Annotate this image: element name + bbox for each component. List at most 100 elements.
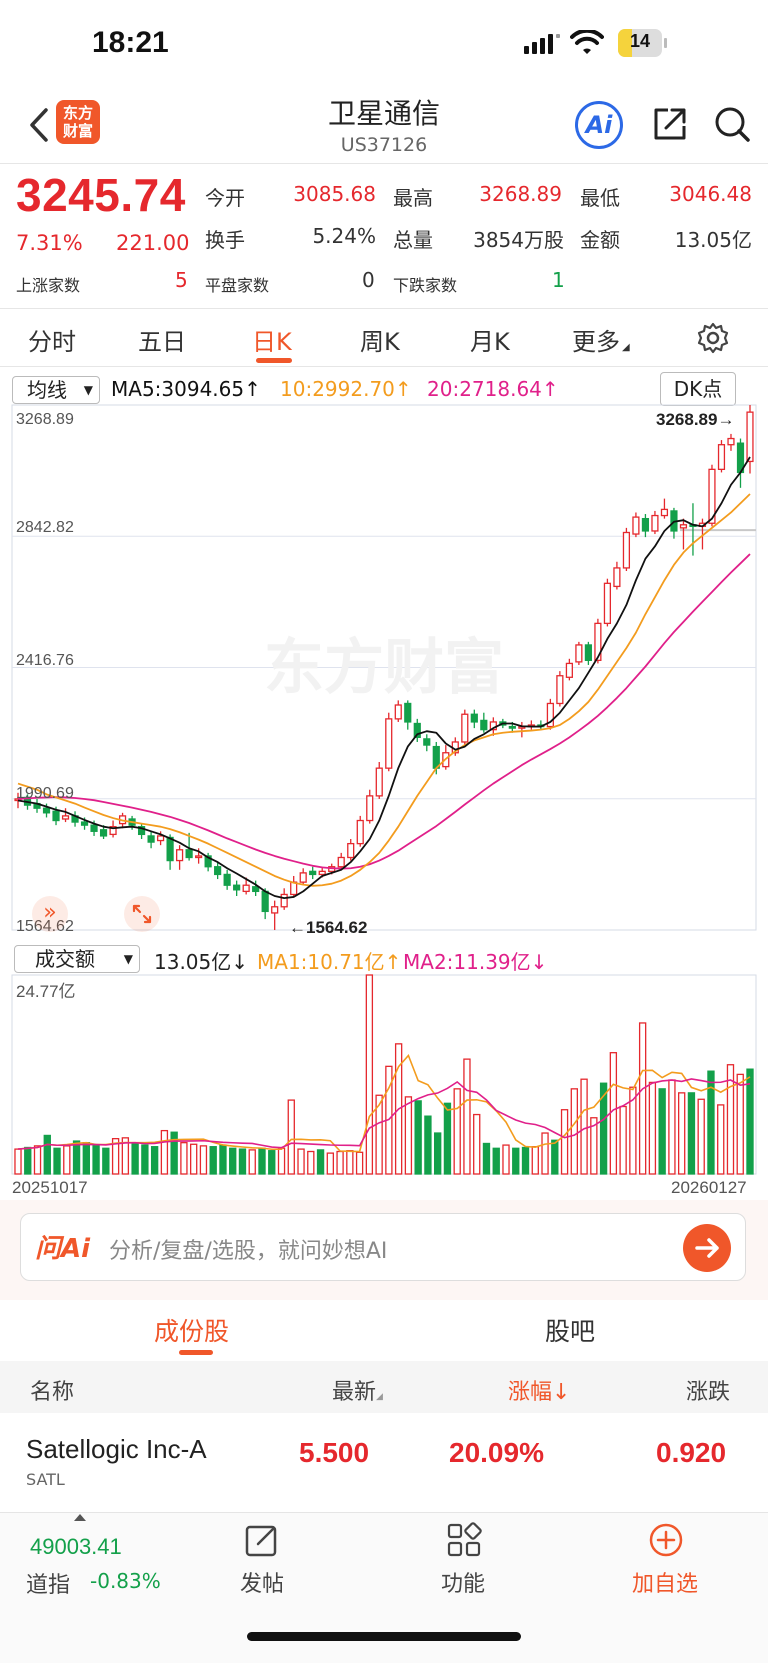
- col-change[interactable]: 涨跌: [686, 1380, 731, 1405]
- chart-watermark: 东方财富: [264, 633, 504, 703]
- ma20-value: 20:2718.64↑: [427, 377, 559, 401]
- change-percent: 7.31%: [16, 231, 83, 255]
- volume-bar: [658, 1088, 666, 1175]
- volume-bar: [502, 1144, 510, 1175]
- ai-button[interactable]: Ai: [575, 101, 623, 149]
- share-icon[interactable]: [650, 104, 690, 144]
- search-icon[interactable]: [712, 104, 752, 144]
- table-header: 名称 最新◢ 涨幅↓ 涨跌: [0, 1361, 768, 1413]
- app-logo: 东方财富: [56, 100, 100, 144]
- indicator-select[interactable]: 均线 ▼: [12, 376, 100, 404]
- volume-bar: [678, 1092, 686, 1175]
- low-label: 最低: [580, 186, 620, 210]
- ma10-value: 10:2992.70↑: [280, 377, 412, 401]
- ma10-line: [17, 493, 751, 887]
- ma-lines: [17, 456, 751, 900]
- volume-bar: [580, 1078, 588, 1175]
- candle-body: [565, 662, 573, 678]
- volume-bar: [570, 1088, 578, 1175]
- candle-body: [99, 829, 108, 837]
- volume-bar: [424, 1115, 432, 1175]
- volume-bar: [473, 1113, 481, 1175]
- volume-bar: [180, 1142, 188, 1175]
- candle-body: [309, 870, 317, 876]
- volume-bar: [326, 1152, 334, 1175]
- grid-icon[interactable]: [446, 1522, 482, 1558]
- volume-bar: [82, 1142, 90, 1175]
- tab-intraday[interactable]: 分时: [28, 328, 76, 356]
- volume-bar: [541, 1132, 549, 1175]
- tab-daily-k[interactable]: 日K: [252, 328, 292, 356]
- dk-point-button[interactable]: DK点: [660, 372, 736, 406]
- stock-price: 5.500: [299, 1437, 370, 1468]
- candle-body: [641, 517, 650, 532]
- volume-bar: [33, 1145, 42, 1175]
- volume-bar: [638, 1022, 647, 1175]
- y-label-2: 2842.82: [16, 519, 74, 536]
- ai-ask-bar[interactable]: 问Ai 分析/复盘/选股，就问妙想AI: [20, 1213, 746, 1281]
- nav-add-watchlist[interactable]: 加自选: [632, 1572, 699, 1597]
- col-change-pct[interactable]: 涨幅↓: [508, 1380, 571, 1405]
- candle-body: [366, 795, 374, 822]
- header-divider: [0, 163, 768, 164]
- candle-body: [356, 819, 364, 845]
- settings-icon[interactable]: [696, 321, 730, 355]
- battery-icon: 14: [618, 29, 668, 57]
- candle-body: [508, 725, 516, 729]
- candle-body: [470, 713, 478, 723]
- volume-bar: [668, 1079, 676, 1175]
- volume-bar: [736, 1073, 744, 1175]
- candle-body: [727, 437, 735, 446]
- tab-weekly-k[interactable]: 周K: [360, 328, 400, 356]
- volume-bar: [687, 1092, 696, 1175]
- candle-body: [223, 873, 231, 886]
- sort-icon: ◢: [376, 1392, 383, 1402]
- candle-body: [137, 826, 146, 836]
- low-marker: ←1564.62: [289, 918, 367, 938]
- volume-bar: [355, 1151, 364, 1175]
- col-latest[interactable]: 最新◢: [332, 1374, 383, 1406]
- add-circle-icon[interactable]: [648, 1522, 684, 1558]
- candle-body: [375, 767, 383, 797]
- indicator-select-label: 均线: [27, 378, 67, 402]
- quote-divider: [0, 308, 768, 309]
- col-name[interactable]: 名称: [30, 1380, 75, 1405]
- volume-label: 总量: [393, 228, 433, 252]
- candle-body: [261, 890, 269, 913]
- expand-icon[interactable]: [124, 896, 160, 932]
- col-latest-label: 最新: [332, 1380, 377, 1405]
- open-value: 3085.68: [293, 182, 376, 206]
- volume-ma-lines: [17, 1053, 751, 1153]
- nav-function[interactable]: 功能: [441, 1572, 486, 1597]
- volume-bar: [619, 1105, 627, 1175]
- double-chevron-right-icon[interactable]: »: [32, 896, 68, 932]
- candle-body: [461, 713, 469, 743]
- arrow-right-icon[interactable]: [683, 1224, 731, 1272]
- low-value: 3046.48: [669, 182, 752, 206]
- volume-bar: [199, 1145, 208, 1175]
- volume-bar: [346, 1150, 354, 1175]
- caret-up-icon: [74, 1514, 86, 1521]
- tab-components[interactable]: 成份股: [154, 1317, 230, 1346]
- volume-bar: [609, 1052, 618, 1175]
- high-label: 最高: [393, 186, 433, 210]
- flat-count-value: 0: [362, 268, 375, 292]
- tab-five-day[interactable]: 五日: [138, 328, 186, 356]
- tab-more[interactable]: 更多 ◢: [572, 322, 630, 357]
- index-value[interactable]: 49003.41: [30, 1534, 122, 1559]
- chevron-left-icon: [30, 108, 48, 142]
- edit-icon[interactable]: [244, 1522, 280, 1558]
- volume-max-label: 24.77亿: [16, 982, 76, 1001]
- volume-indicator-select[interactable]: 成交额 ▼: [14, 945, 140, 973]
- tab-more-label: 更多: [572, 328, 620, 356]
- volume-bar: [463, 1058, 471, 1175]
- volume-bar: [287, 1099, 295, 1175]
- nav-post[interactable]: 发帖: [240, 1572, 285, 1597]
- back-button[interactable]: [22, 100, 56, 150]
- volume-bar: [170, 1131, 178, 1175]
- index-name[interactable]: 道指: [26, 1573, 71, 1598]
- tab-forum[interactable]: 股吧: [545, 1317, 596, 1346]
- stock-code: SATL: [26, 1470, 65, 1489]
- tab-monthly-k[interactable]: 月K: [470, 328, 510, 356]
